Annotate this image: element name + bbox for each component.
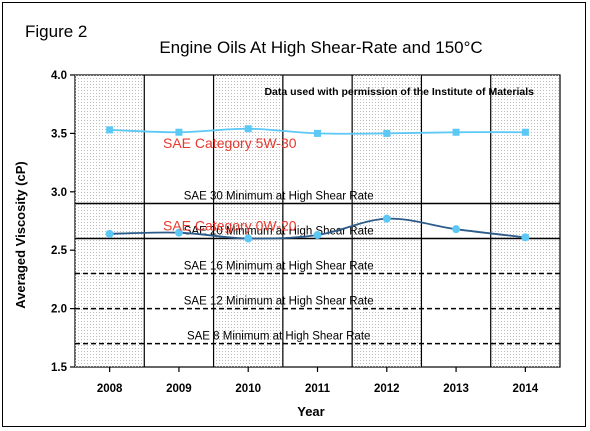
- chart-frame: Figure 2 Engine Oils At High Shear-Rate …: [2, 2, 586, 427]
- y-tick-label: 4.0: [51, 70, 67, 82]
- data-point: [452, 225, 461, 234]
- data-point: [382, 214, 391, 223]
- reference-line-label: SAE 20 Minimum at High Shear Rate: [184, 226, 374, 238]
- y-tick-label: 3.0: [51, 187, 67, 199]
- reference-line-label: SAE 16 Minimum at High Shear Rate: [184, 261, 374, 273]
- x-tick-label: 2011: [305, 383, 331, 395]
- y-tick-label: 2.5: [51, 245, 68, 257]
- data-point: [314, 129, 321, 137]
- grid-band: [490, 75, 560, 367]
- x-tick-label: 2012: [374, 383, 400, 395]
- data-point: [244, 234, 253, 243]
- grid-band: [213, 75, 283, 367]
- series-markers: [105, 125, 530, 243]
- data-point: [313, 231, 322, 240]
- x-tick-label: 2008: [97, 383, 123, 395]
- x-tick-label: 2009: [166, 383, 192, 395]
- y-axis: 1.5 2.0 2.5 3.0 3.5 4.0: [51, 70, 75, 374]
- x-tick-label: 2014: [513, 383, 539, 395]
- plot-area: SAE 30 Minimum at High Shear Rate SAE 20 …: [74, 74, 561, 368]
- data-point: [452, 128, 460, 136]
- data-point: [105, 229, 114, 238]
- data-point: [106, 126, 114, 134]
- reference-line-label: SAE 30 Minimum at High Shear Rate: [184, 190, 374, 202]
- y-tick-label: 2.0: [51, 304, 67, 316]
- source-annotation: Data used with permission of the Institu…: [264, 86, 534, 98]
- data-point: [175, 128, 183, 136]
- x-axis: 2008 2009 2010 2011 2012 2013 2014: [97, 367, 539, 395]
- data-point: [521, 128, 529, 136]
- y-tick-label: 3.5: [51, 128, 68, 140]
- line-chart: Figure 2 Engine Oils At High Shear-Rate …: [13, 22, 561, 419]
- series-label: SAE Category 5W-30: [163, 135, 297, 151]
- grid-band: [75, 75, 145, 367]
- series-labels: SAE Category 5W-30 SAE Category 0W-20: [163, 135, 297, 234]
- chart-title: Engine Oils At High Shear-Rate and 150°C: [159, 38, 482, 57]
- y-tick-label: 1.5: [51, 362, 68, 374]
- reference-line-label: SAE 8 Minimum at High Shear Rate: [187, 331, 370, 343]
- series-label: SAE Category 0W-20: [163, 218, 297, 234]
- reference-line-label: SAE 12 Minimum at High Shear Rate: [184, 296, 374, 308]
- x-axis-label: Year: [297, 404, 324, 419]
- x-tick-label: 2010: [235, 383, 261, 395]
- data-point: [383, 129, 391, 137]
- y-axis-label: Averaged Viscosity (cP): [13, 161, 28, 308]
- figure-label: Figure 2: [25, 22, 87, 41]
- vertical-grid: [75, 75, 560, 367]
- data-point: [244, 125, 252, 133]
- reference-lines: SAE 30 Minimum at High Shear Rate SAE 20 …: [75, 190, 560, 345]
- plot-background: [74, 74, 561, 368]
- data-point: [174, 228, 183, 237]
- data-point: [521, 233, 530, 242]
- x-tick-label: 2013: [443, 383, 469, 395]
